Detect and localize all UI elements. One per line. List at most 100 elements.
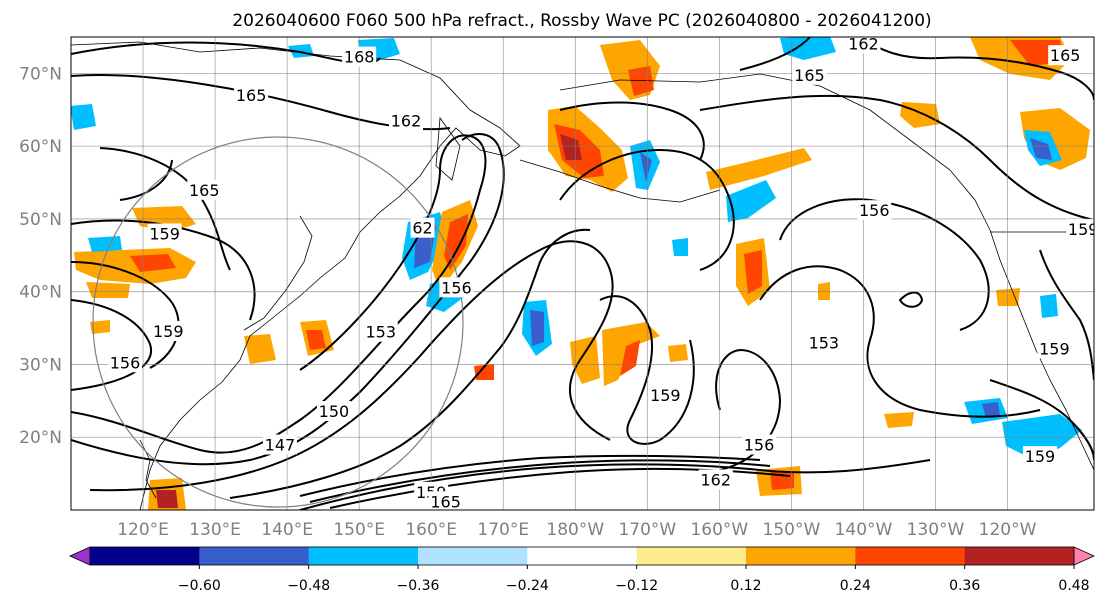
contour-label: 153 [366,323,397,342]
contour-label-bg [806,332,841,353]
contour-label: 159 [650,386,681,405]
contour-line [71,134,487,454]
lat-tick-label: 30°N [19,355,62,375]
contour-label-bg [388,110,423,131]
contour-label: 162 [701,470,732,489]
lon-tick-label: 160°E [405,520,457,540]
anomaly-patch-positive [86,282,130,298]
anomaly-patch-positive [602,322,660,386]
plot-frame [70,36,1095,511]
anomaly-patch-negative [530,310,544,346]
lon-tick-label: 170°E [477,520,529,540]
anomaly-patch-positive [668,344,688,362]
coastline-america-west [989,229,1094,471]
contour-label: 165 [189,181,220,200]
contour-label: 165 [1050,46,1081,65]
contour-label-bg [147,223,182,244]
lon-tick-label: 160°W [690,520,748,540]
contour-label: 168 [344,48,375,67]
coastline-aleutians [519,159,721,203]
colorbar-segment [964,547,1075,565]
lat-tick-label: 20°N [19,428,62,448]
contour-label: 147 [265,436,296,455]
contour-label: 165 [430,492,461,511]
contour-label-bg [151,320,186,341]
anomaly-patch-negative [672,238,688,256]
contour-label: 159 [1068,220,1099,239]
contour-label-bg [439,277,474,298]
contour-label: 162 [391,112,422,131]
contour-line [859,37,1094,101]
colorbar-segment [308,547,419,565]
anomaly-patch-positive [818,282,830,300]
contour-label-bg [648,385,683,406]
contour-labels: 168 165 162 165 159 62 156 159 156 153 150 147 165 16… [108,35,1099,511]
lon-tick-label: 140°W [835,520,893,540]
contour-label-bg [1037,338,1072,359]
anomaly-patch-positive [444,214,468,270]
contour-label: 165 [236,86,267,105]
plot-background [71,37,1094,510]
contour-line [299,459,931,510]
colorbar-tick-label: −0.36 [397,578,440,594]
lon-tick-label: 130°E [189,520,241,540]
contour-label-bg [846,37,881,54]
contour-line [599,295,695,445]
anomaly-patch-positive [130,254,176,272]
anomaly-patch-negative [1040,294,1058,318]
contour-line [989,379,1094,461]
colorbar-extend-max [1073,546,1095,566]
colorbar-tick-label: −0.48 [287,578,330,594]
contour-label: 156 [110,353,141,372]
axis-ticks: 120°E 130°E 140°E 150°E 160°E 170°E 180°W 170°W… [19,64,1036,540]
coastline-alaska [559,73,991,231]
anomaly-patch-negative [1002,414,1082,458]
contour-label-bg [1048,45,1083,66]
coastline-asia [71,41,521,510]
colorbar-tick-label: 0.36 [949,578,980,594]
lat-tick-label: 70°N [19,64,62,84]
anomaly-patch-negative [640,152,652,182]
colorbar-tick-label: 0.12 [730,578,761,594]
map-gridlines [71,37,1094,510]
contour-label: 156 [859,201,890,220]
contour-label: 159 [1025,447,1056,466]
anomaly-patch-negative [88,236,122,252]
contour-label: 159 [149,224,180,243]
contour-label-bg [187,179,222,200]
contour-line [299,454,761,497]
anomaly-patch-positive [560,134,582,160]
contour-label: 162 [848,35,879,54]
anomaly-patch-positive [744,250,762,294]
colorbar-segment [746,547,856,565]
colorbar-segment [636,547,747,565]
contour-line [739,37,811,71]
contour-label-bg [108,352,143,373]
contour-line [779,198,990,331]
anomaly-patch-positive [884,412,914,428]
colorbar-tick-label: −0.24 [506,578,549,594]
anomaly-patch-negative [982,402,1000,418]
colorbar-frame [89,546,1075,566]
contour-label-bg [363,321,398,342]
contour-line [229,228,591,499]
colorbar-segment [527,547,638,565]
anomaly-patch-positive [244,334,276,364]
anomaly-patch-positive [996,288,1020,306]
colorbar-extend-min [69,546,91,566]
colorbar-tick-label: 0.24 [840,578,871,594]
anomaly-patch-positive [90,320,110,334]
contour-label-bg [1066,219,1094,240]
lat-tick-label: 40°N [19,283,62,303]
contour-label-bg [342,46,377,67]
lon-tick-label: 170°W [618,520,676,540]
contour-label-bg [1022,446,1057,467]
lon-tick-label: 180°W [546,520,604,540]
contour-line [559,148,735,271]
anomaly-patch-negative [726,180,776,222]
colorbar-segment [199,547,310,565]
contour-line [699,94,1094,221]
contour-line [559,101,705,161]
contour-label-bg [316,401,351,422]
